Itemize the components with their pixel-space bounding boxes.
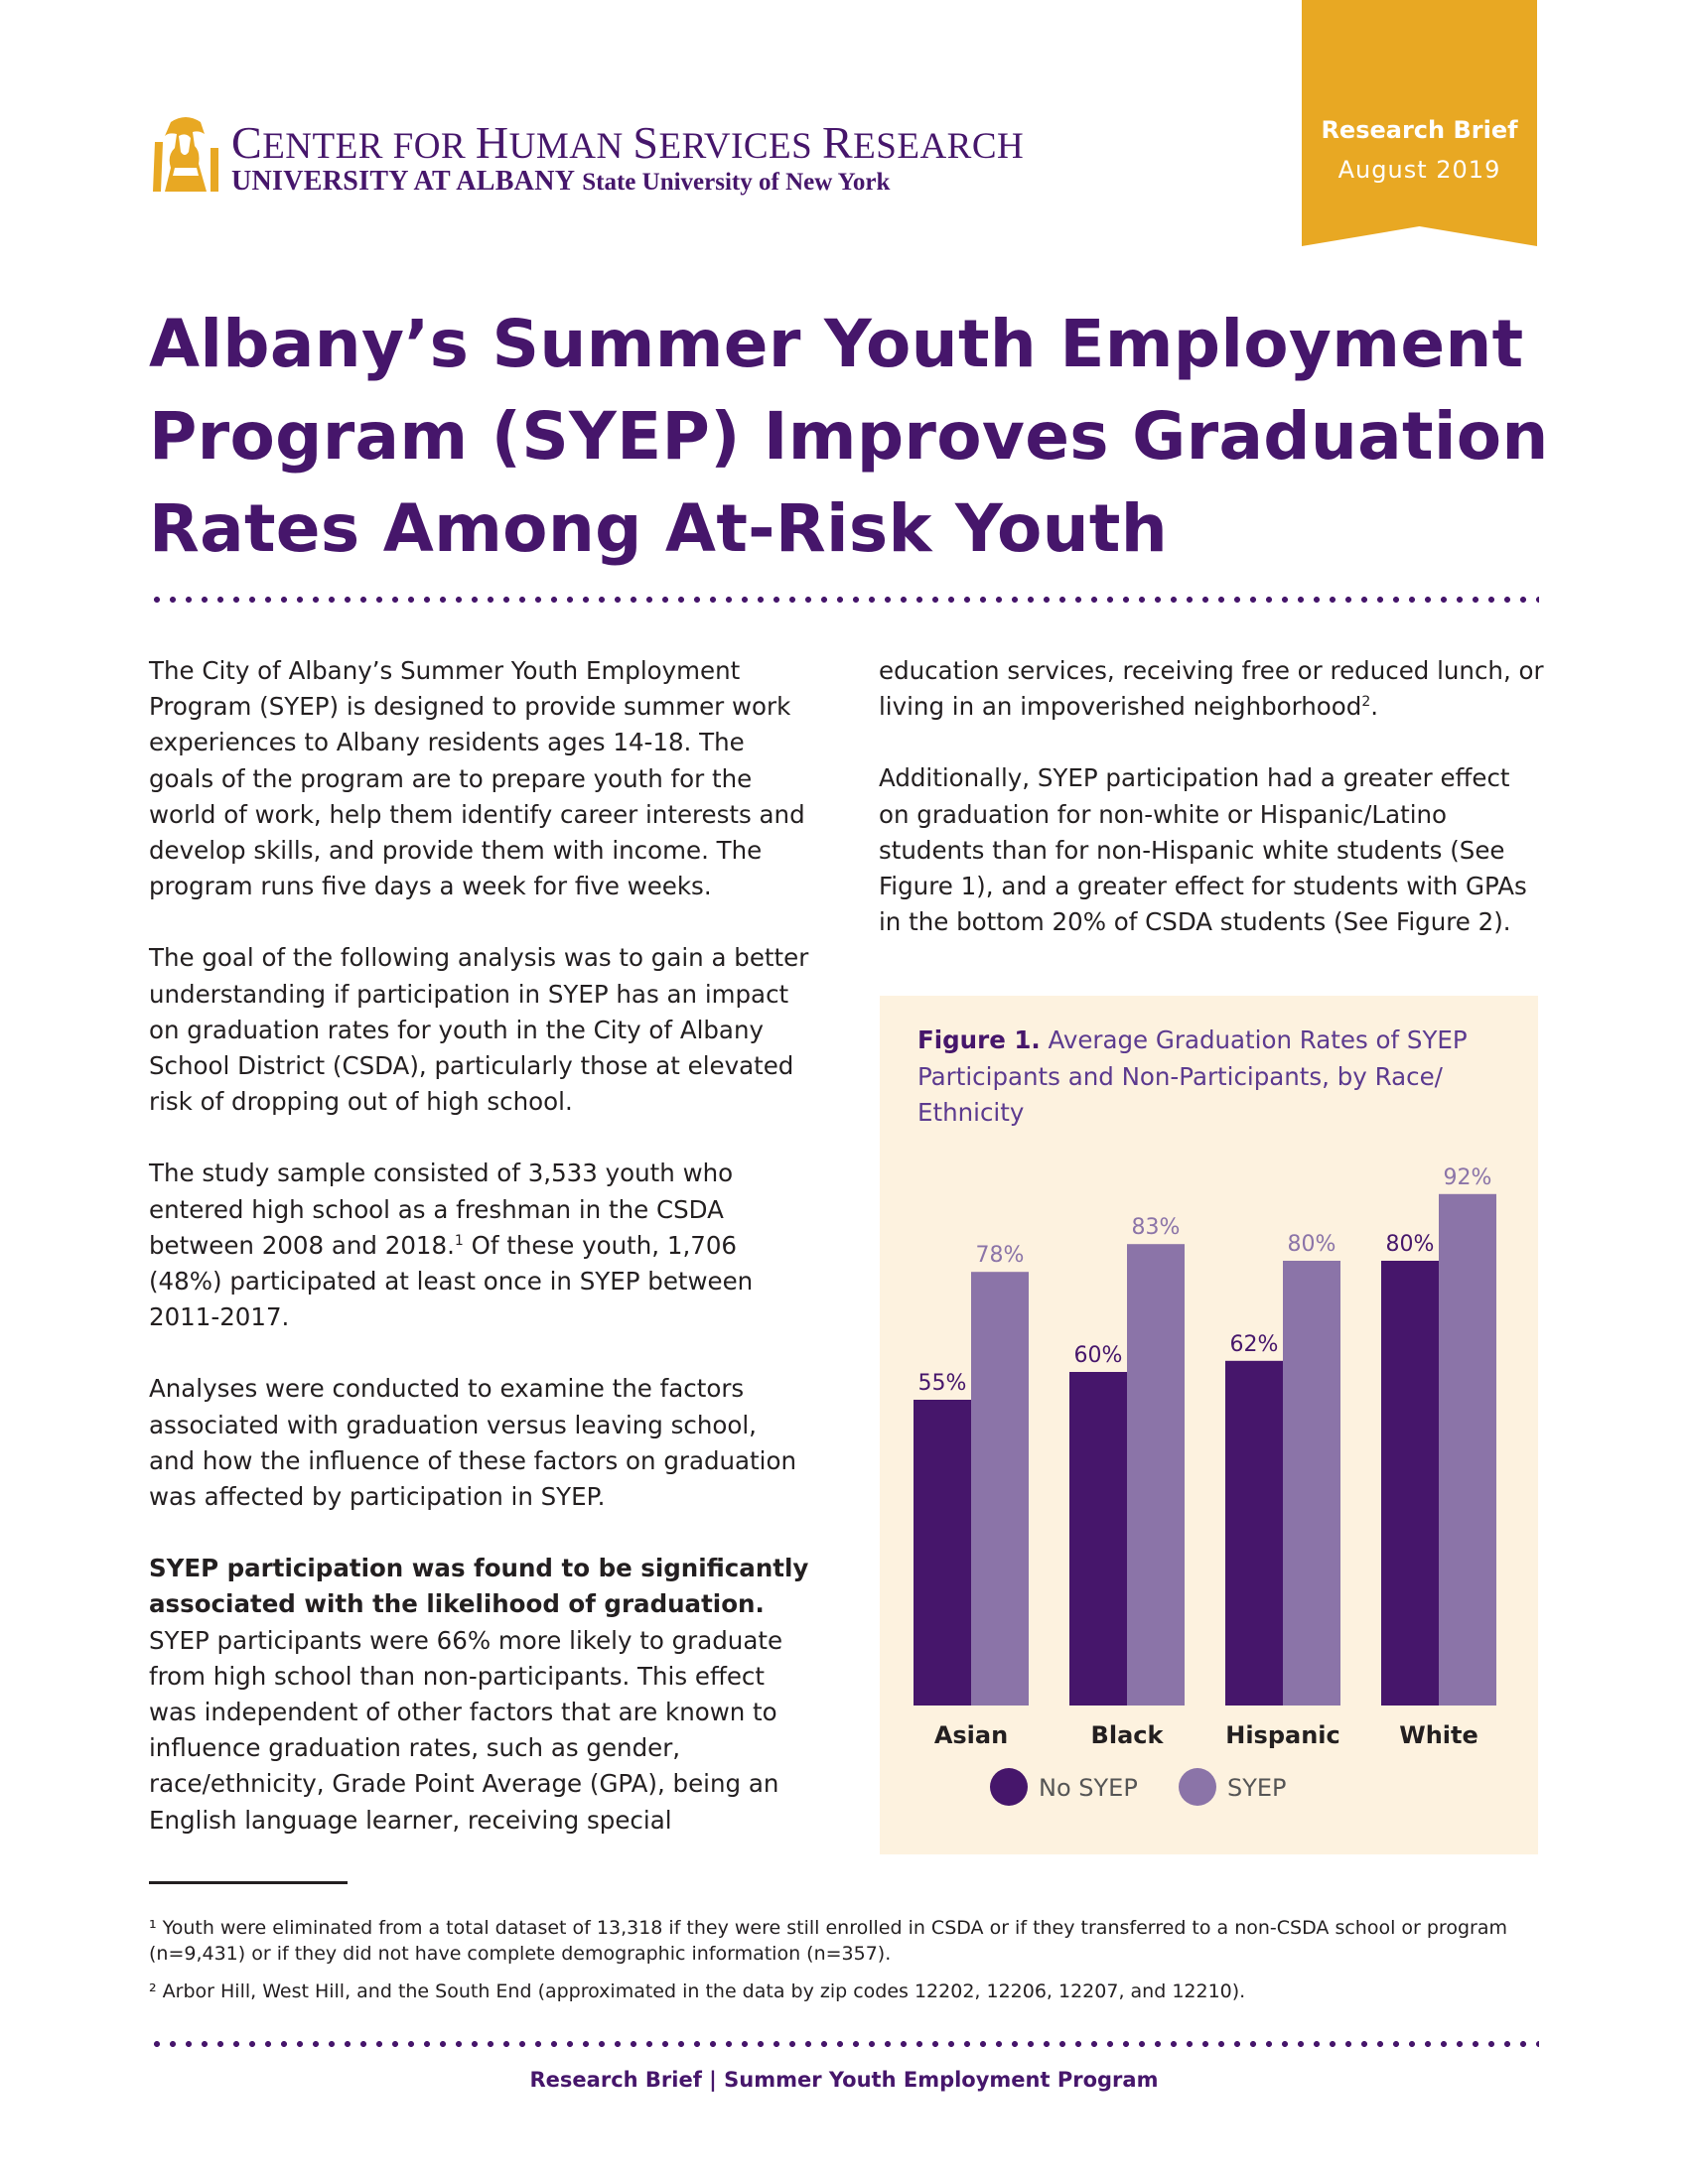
data-label-white-syep: 92% — [1444, 1165, 1492, 1190]
suny-label: State University of New York — [582, 169, 891, 196]
bar-asian-no-syep — [914, 1400, 971, 1706]
footnote-1: ¹ Youth were eliminated from a total dat… — [149, 1917, 1507, 1965]
figure-label: Figure 1. — [917, 1025, 1041, 1054]
bar-hispanic-syep — [1283, 1261, 1340, 1706]
bar-white-no-syep — [1381, 1261, 1439, 1706]
paragraph-analyses: Analyses were conducted to examine the f… — [149, 1374, 796, 1512]
ribbon-label: Research Brief — [1321, 116, 1518, 144]
bar-hispanic-no-syep — [1225, 1360, 1283, 1706]
body-left-column: The City of Albany’s Summer Youth Employ… — [149, 653, 809, 1839]
research-brief-ribbon — [1302, 0, 1537, 246]
data-label-hispanic-no-syep: 62% — [1230, 1332, 1279, 1357]
university-name: UNIVERSITY AT ALBANY State University of… — [231, 166, 890, 198]
paragraph-finding: SYEP participation was found to be signi… — [149, 1554, 809, 1835]
paragraph-sample: The study sample consisted of 3,533 yout… — [149, 1159, 754, 1332]
data-label-hispanic-syep: 80% — [1288, 1232, 1336, 1257]
category-label-asian: Asian — [934, 1721, 1008, 1749]
bar-chart: 55% 78% Asian 60% 83% Black 62% 80% Hispanic 80% 9… — [914, 1165, 1496, 1806]
legend-label-syep: SYEP — [1227, 1774, 1287, 1802]
legend-label-no-syep: No SYEP — [1039, 1774, 1138, 1802]
university-at-albany: UNIVERSITY AT ALBANY — [231, 166, 576, 197]
university-seal-logo — [149, 112, 222, 194]
data-label-asian-no-syep: 55% — [918, 1371, 967, 1396]
footnote-ref-2: 2 — [1361, 694, 1371, 711]
legend-swatch-syep — [1179, 1768, 1216, 1806]
paragraph-additionally: Additionally, SYEP participation had a g… — [879, 763, 1527, 937]
finding-bold: SYEP participation was found to be signi… — [149, 1554, 809, 1619]
figure-caption: Figure 1. Average Graduation Rates of SY… — [917, 1025, 1468, 1127]
bar-white-syep — [1439, 1193, 1496, 1706]
footnote-ref-1: 1 — [454, 1232, 464, 1249]
data-label-white-no-syep: 80% — [1386, 1232, 1435, 1257]
category-label-hispanic: Hispanic — [1225, 1721, 1340, 1749]
dotted-divider — [149, 596, 1539, 604]
data-label-black-syep: 83% — [1132, 1215, 1181, 1240]
footnote-2: ² Arbor Hill, West Hill, and the South E… — [149, 1980, 1246, 2002]
ribbon-date: August 2019 — [1337, 156, 1501, 184]
paragraph-intro: The City of Albany’s Summer Youth Employ… — [149, 656, 805, 901]
legend-swatch-no-syep — [990, 1768, 1028, 1806]
footnote-rule — [149, 1881, 348, 1884]
category-label-black: Black — [1091, 1721, 1165, 1749]
category-label-white: White — [1399, 1721, 1478, 1749]
bar-asian-syep — [971, 1272, 1029, 1706]
page-footer: Research Brief | Summer Youth Employment… — [529, 2068, 1159, 2092]
dotted-divider-bottom — [149, 2040, 1539, 2048]
data-label-asian-syep: 78% — [976, 1243, 1025, 1268]
document-title: Albany’s Summer Youth Employment Program… — [149, 306, 1549, 567]
body-right-column: education services, receiving free or re… — [879, 653, 1544, 976]
bar-black-no-syep — [1069, 1372, 1127, 1706]
data-label-black-no-syep: 60% — [1074, 1343, 1123, 1368]
organization-name: CENTER FOR HUMAN SERVICES RESEARCH — [231, 117, 1025, 168]
bar-black-syep — [1127, 1244, 1185, 1706]
paragraph-continued: education services, receiving free or re… — [879, 656, 1544, 722]
paragraph-goal: The goal of the following analysis was t… — [149, 943, 809, 1117]
